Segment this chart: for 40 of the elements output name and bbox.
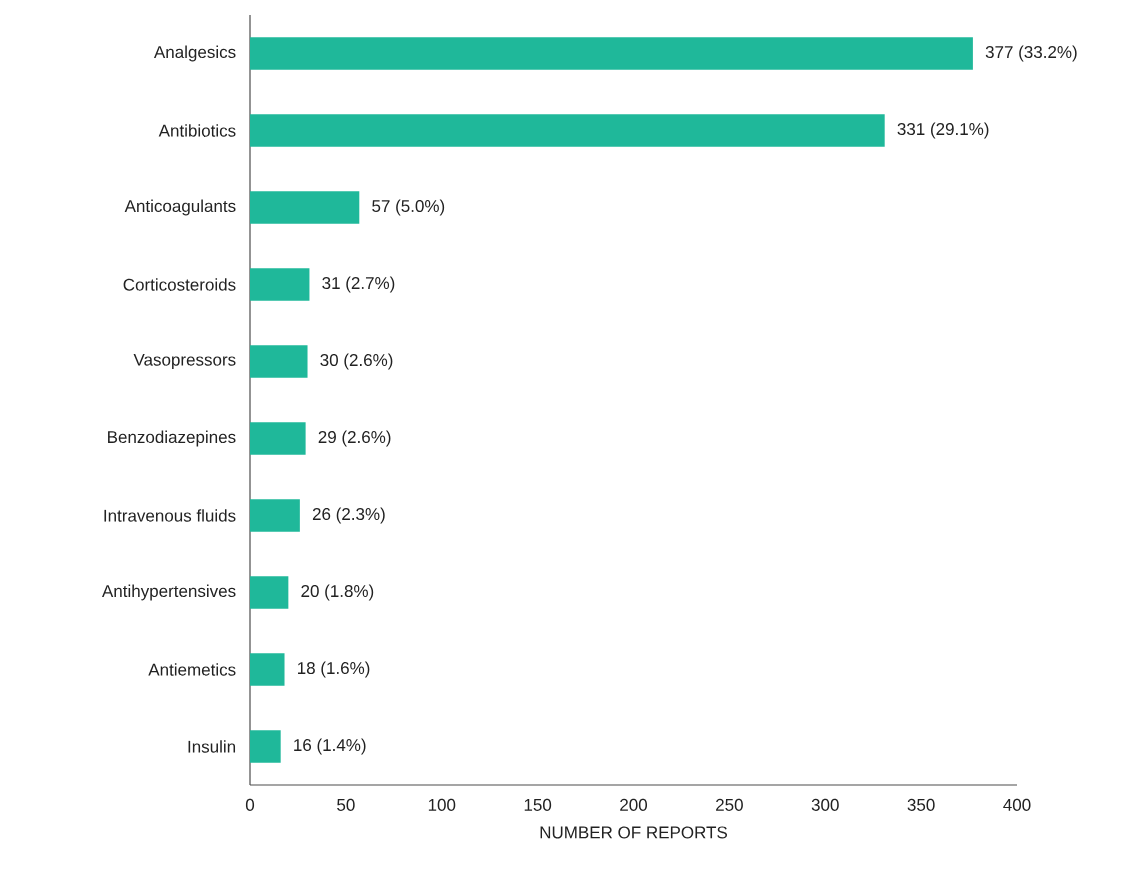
x-tick-label: 350 <box>907 798 935 811</box>
x-tick-label: 150 <box>524 798 552 811</box>
x-tick-label: 300 <box>811 798 839 811</box>
bar <box>250 37 973 70</box>
bar <box>250 422 306 455</box>
y-tick-label: Analgesics <box>153 45 236 62</box>
y-tick-label: Vasopressors <box>133 353 236 370</box>
x-axis-title: NUMBER OF REPORTS <box>540 826 728 839</box>
y-tick-label: Antibiotics <box>158 124 236 137</box>
bar <box>250 268 310 301</box>
data-label: 29 (2.6%) <box>318 430 391 447</box>
y-tick-label: Anticoagulants <box>124 199 236 216</box>
bar <box>250 345 308 378</box>
data-label: 57 (5.0%) <box>372 199 445 216</box>
bar <box>250 499 300 532</box>
bar <box>250 576 289 609</box>
data-label: 26 (2.3%) <box>312 507 385 524</box>
x-tick-label: 250 <box>716 798 743 811</box>
y-tick-label: Intravenous fluids <box>104 509 236 522</box>
bar <box>250 653 285 686</box>
bar <box>250 730 281 763</box>
bar <box>250 191 360 224</box>
data-label: 30 (2.6%) <box>320 353 393 370</box>
x-tick-label: 200 <box>620 798 648 811</box>
y-tick-label: Benzodiazepines <box>108 430 236 447</box>
y-tick-label: Insulin <box>188 740 236 753</box>
x-tick-label: 50 <box>337 798 355 811</box>
data-label: 20 (1.8%) <box>301 584 374 601</box>
data-label: 16 (1.4%) <box>294 738 366 755</box>
y-tick-label: Antihypertensives <box>101 584 236 601</box>
y-tick-label: Corticosteroids <box>123 278 236 291</box>
x-tick-label: 400 <box>1003 798 1031 811</box>
data-label: 31 (2.7%) <box>322 276 395 293</box>
data-label: 377 (33.2%) <box>985 45 1077 62</box>
data-label: 18 (1.6%) <box>298 661 370 678</box>
bar <box>250 114 885 147</box>
x-tick-label: 100 <box>428 798 456 811</box>
y-tick-label: Antiemetics <box>148 663 236 676</box>
data-label: 331 (29.1%) <box>897 122 989 139</box>
x-tick-label: 0 <box>245 798 255 811</box>
